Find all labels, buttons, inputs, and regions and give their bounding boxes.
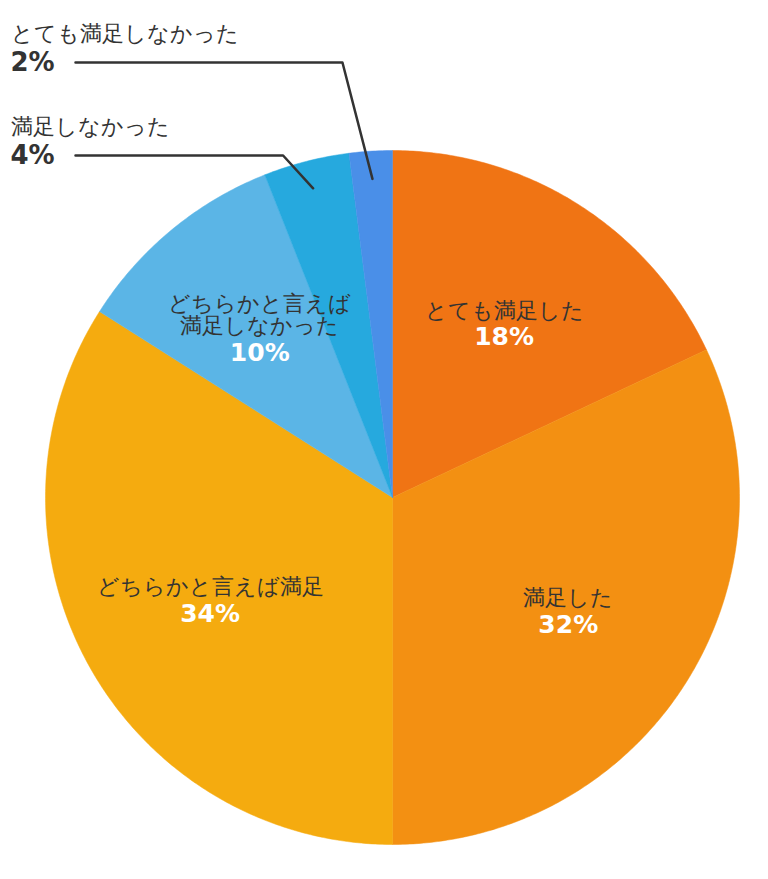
- svg-text:34%: 34%: [180, 599, 240, 628]
- svg-text:どちらかと言えば満足しなかった: どちらかと言えば満足しなかった: [168, 291, 351, 338]
- svg-text:2%: 2%: [11, 47, 55, 77]
- svg-text:満足した: 満足した: [523, 585, 613, 610]
- svg-text:18%: 18%: [474, 322, 534, 351]
- svg-text:とても満足した: とても満足した: [425, 298, 584, 323]
- svg-text:10%: 10%: [230, 338, 290, 367]
- svg-text:満足しなかった: 満足しなかった: [11, 114, 170, 139]
- svg-text:32%: 32%: [538, 610, 598, 639]
- svg-text:どちらかと言えば満足: どちらかと言えば満足: [97, 574, 324, 599]
- svg-text:とても満足しなかった: とても満足しなかった: [11, 21, 239, 46]
- svg-text:4%: 4%: [11, 140, 55, 170]
